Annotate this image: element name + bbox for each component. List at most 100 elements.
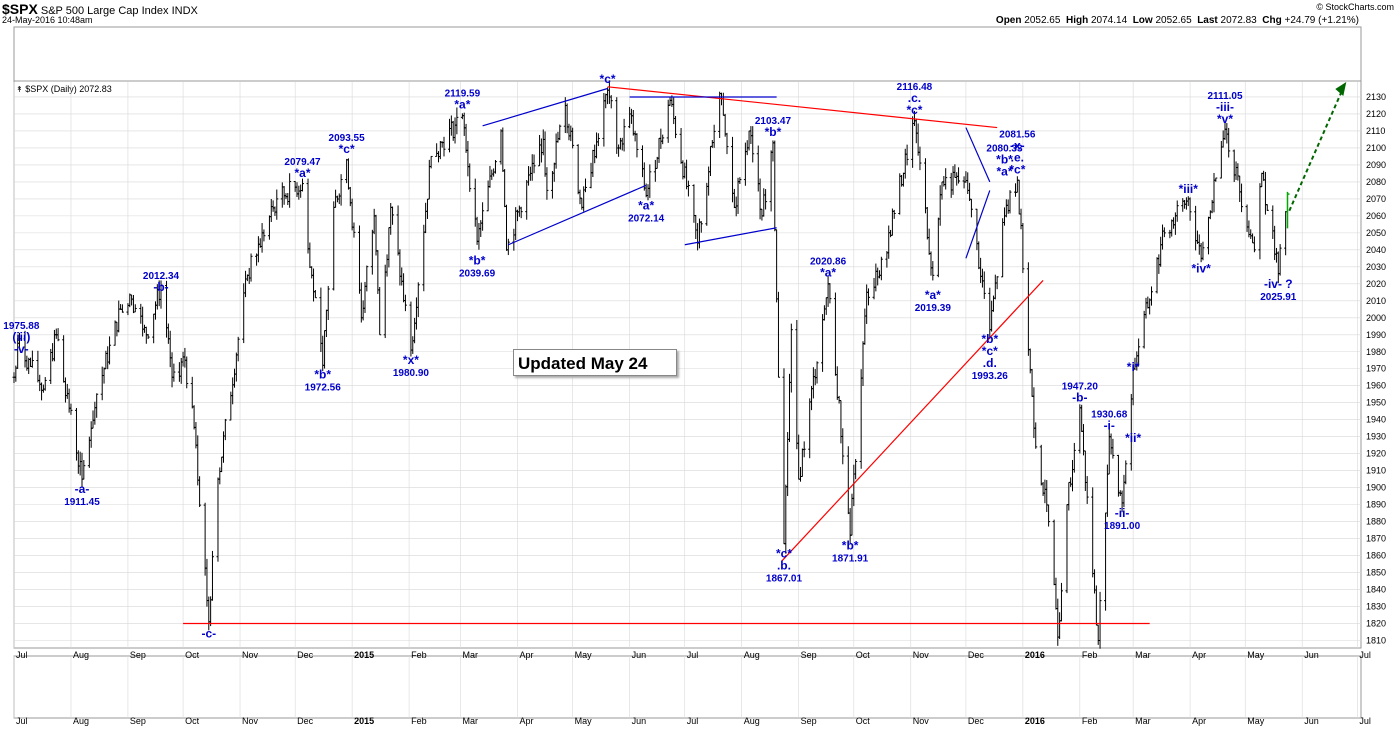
wave-label: *c* (339, 142, 355, 156)
lower-panel-frame (13, 655, 1362, 719)
x-tick-label-lower: Apr (1192, 716, 1206, 726)
x-tick-label-lower: Sep (801, 716, 817, 726)
wave-label: *b* (765, 125, 782, 139)
y-tick-label: 2070 (1366, 194, 1386, 204)
x-tick-label-lower: Jul (1359, 716, 1371, 726)
trendline-blue (482, 87, 608, 127)
wave-label: 2093.55 (329, 133, 366, 144)
trendline-red (607, 86, 998, 129)
wave-label: *a* (295, 166, 311, 180)
y-tick-label: 1970 (1366, 364, 1386, 374)
watermark: © StockCharts.com (1316, 2, 1394, 12)
y-tick-label: 2130 (1366, 92, 1386, 102)
wave-label: -b- (153, 280, 168, 294)
panel-label: ↟ $SPX (Daily) 2072.83 (16, 84, 112, 94)
wave-label: 2119.59 (445, 89, 481, 100)
y-tick-label: 2010 (1366, 296, 1386, 306)
wave-label: 1975.88 (3, 321, 40, 332)
high-value: 2074.14 (1090, 15, 1128, 26)
wave-label: -c- (201, 627, 216, 641)
x-tick-label: Mar (1135, 650, 1151, 660)
wave-label: -v- (14, 342, 29, 356)
wave-label: 1930.68 (1091, 410, 1128, 421)
x-tick-label: Oct (185, 650, 200, 660)
wave-label: *x* (403, 353, 419, 367)
x-tick-label: 2015 (354, 650, 374, 660)
x-tick-label-lower: Feb (411, 716, 427, 726)
wave-label: 1972.56 (305, 382, 342, 393)
wave-label: -b- (1072, 390, 1087, 404)
x-tick-label: Nov (242, 650, 259, 660)
x-tick-label: Aug (744, 650, 760, 660)
y-tick-label: 1940 (1366, 415, 1386, 425)
y-tick-label: 2060 (1366, 211, 1386, 221)
x-tick-label-lower: Jul (687, 716, 699, 726)
y-tick-label: 2090 (1366, 160, 1386, 170)
x-tick-label: Mar (463, 650, 479, 660)
wave-label: *i* (1127, 360, 1140, 374)
y-tick-label: 2040 (1366, 245, 1386, 255)
trendline-blue (965, 190, 991, 259)
x-tick-label: Apr (520, 650, 534, 660)
x-tick-label-lower: Mar (463, 716, 479, 726)
last-value: 2072.83 (1220, 15, 1257, 26)
x-tick-label-lower: Feb (1082, 716, 1098, 726)
y-tick-label: 2050 (1366, 228, 1386, 238)
wave-label: *c* (776, 547, 792, 561)
x-tick-label: Aug (73, 650, 89, 660)
wave-label: .b. (777, 559, 791, 573)
y-tick-label: 1990 (1366, 330, 1386, 340)
x-tick-label: 2016 (1025, 650, 1045, 660)
x-tick-label: Feb (411, 650, 427, 660)
wave-label: *c* (1009, 162, 1025, 176)
x-tick-label-lower: 2015 (354, 716, 374, 726)
x-tick-label-lower: Oct (185, 716, 200, 726)
y-tick-label: 1880 (1366, 517, 1386, 527)
x-tick-label-lower: Apr (520, 716, 534, 726)
y-tick-label: 2030 (1366, 262, 1386, 272)
x-tick-label-lower: May (1247, 716, 1265, 726)
updated-note: Updated May 24 (513, 349, 677, 376)
wave-label: 1947.20 (1062, 381, 1099, 392)
wave-label: *c* (982, 344, 998, 358)
x-tick-label: Sep (801, 650, 817, 660)
x-tick-label: Jun (632, 650, 647, 660)
x-tick-label: Jun (1304, 650, 1319, 660)
y-tick-label: 2110 (1366, 126, 1385, 136)
y-tick-label: 2020 (1366, 279, 1386, 289)
y-tick-label: 1830 (1366, 602, 1386, 612)
x-tick-label-lower: Jun (632, 716, 647, 726)
wave-label: *b* (314, 367, 331, 381)
projection-arrowhead (1335, 82, 1347, 96)
wave-label: 2111.05 (1207, 91, 1242, 102)
wave-label: 1871.91 (832, 553, 869, 564)
x-tick-label-lower: 2016 (1025, 716, 1045, 726)
x-tick-label-lower: Nov (913, 716, 930, 726)
y-tick-label: 1980 (1366, 347, 1386, 357)
x-tick-label-lower: Sep (130, 716, 146, 726)
wave-label: 1911.45 (64, 497, 100, 508)
symbol: $SPX (2, 1, 38, 17)
wave-label: -a- (75, 482, 90, 496)
chart-header-title: $SPX S&P 500 Large Cap Index INDX (2, 1, 198, 17)
y-tick-label: 1920 (1366, 449, 1386, 459)
trendline-red (781, 280, 1044, 562)
wave-label: 2103.47 (755, 116, 792, 127)
projection-arrow-line (1288, 89, 1344, 212)
wave-label: 2025.91 (1260, 292, 1297, 303)
wave-label: 1891.00 (1104, 521, 1141, 532)
wave-label: *iv* (1191, 261, 1211, 275)
wave-label: *ii* (1125, 431, 1141, 445)
wave-label: -iii- (1216, 100, 1234, 114)
open-value: 2052.65 (1024, 15, 1061, 26)
x-tick-label-lower: Jul (16, 716, 28, 726)
y-tick-label: 1910 (1366, 466, 1386, 476)
x-tick-label: Dec (297, 650, 314, 660)
wave-label: .d. (983, 356, 997, 370)
y-tick-label: 1820 (1366, 619, 1386, 629)
timestamp: 24-May-2016 10:48am (2, 15, 93, 25)
y-tick-label: 1810 (1366, 636, 1386, 646)
wave-label: *a* (820, 265, 836, 279)
change-value: +24.79 (+1.21%) (1284, 15, 1360, 26)
wave-label: -i- (1104, 419, 1115, 433)
